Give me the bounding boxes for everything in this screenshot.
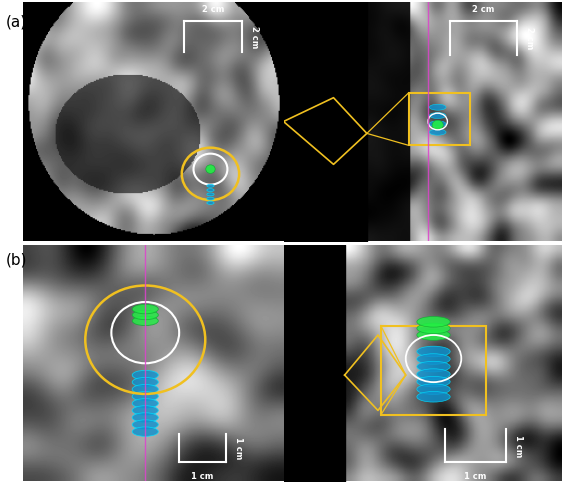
- Text: 2 cm: 2 cm: [249, 26, 259, 48]
- Ellipse shape: [417, 323, 450, 334]
- Ellipse shape: [417, 361, 450, 372]
- Ellipse shape: [429, 113, 446, 119]
- Ellipse shape: [207, 193, 214, 196]
- Text: 1 cm: 1 cm: [464, 472, 486, 481]
- Ellipse shape: [132, 406, 158, 415]
- Text: 2 cm: 2 cm: [472, 5, 495, 14]
- Text: 1 cm: 1 cm: [192, 472, 214, 481]
- Circle shape: [206, 165, 215, 174]
- Ellipse shape: [207, 197, 214, 200]
- Ellipse shape: [429, 104, 446, 110]
- Ellipse shape: [207, 202, 214, 205]
- Text: 1 cm: 1 cm: [234, 437, 243, 459]
- Ellipse shape: [429, 129, 446, 135]
- Ellipse shape: [417, 391, 450, 402]
- Ellipse shape: [417, 316, 450, 327]
- Bar: [408, 93, 469, 145]
- Ellipse shape: [417, 346, 450, 357]
- Ellipse shape: [132, 427, 158, 436]
- Ellipse shape: [417, 384, 450, 395]
- Text: 2 cm: 2 cm: [525, 27, 534, 50]
- Circle shape: [432, 121, 443, 130]
- Ellipse shape: [132, 378, 158, 387]
- Ellipse shape: [207, 184, 214, 187]
- Ellipse shape: [429, 121, 446, 127]
- Ellipse shape: [132, 392, 158, 401]
- Ellipse shape: [417, 354, 450, 364]
- Ellipse shape: [417, 376, 450, 387]
- Text: 2 cm: 2 cm: [202, 5, 225, 14]
- Ellipse shape: [132, 413, 158, 422]
- Ellipse shape: [132, 316, 158, 326]
- Ellipse shape: [132, 420, 158, 429]
- Text: 1 cm: 1 cm: [514, 434, 523, 457]
- Ellipse shape: [417, 330, 450, 340]
- Text: (b): (b): [6, 253, 27, 268]
- Ellipse shape: [417, 369, 450, 380]
- Ellipse shape: [132, 310, 158, 320]
- Bar: [381, 326, 486, 415]
- Ellipse shape: [207, 189, 214, 191]
- Text: (a): (a): [6, 15, 27, 30]
- Ellipse shape: [132, 399, 158, 408]
- Ellipse shape: [132, 370, 158, 380]
- Ellipse shape: [132, 384, 158, 394]
- Ellipse shape: [132, 304, 158, 314]
